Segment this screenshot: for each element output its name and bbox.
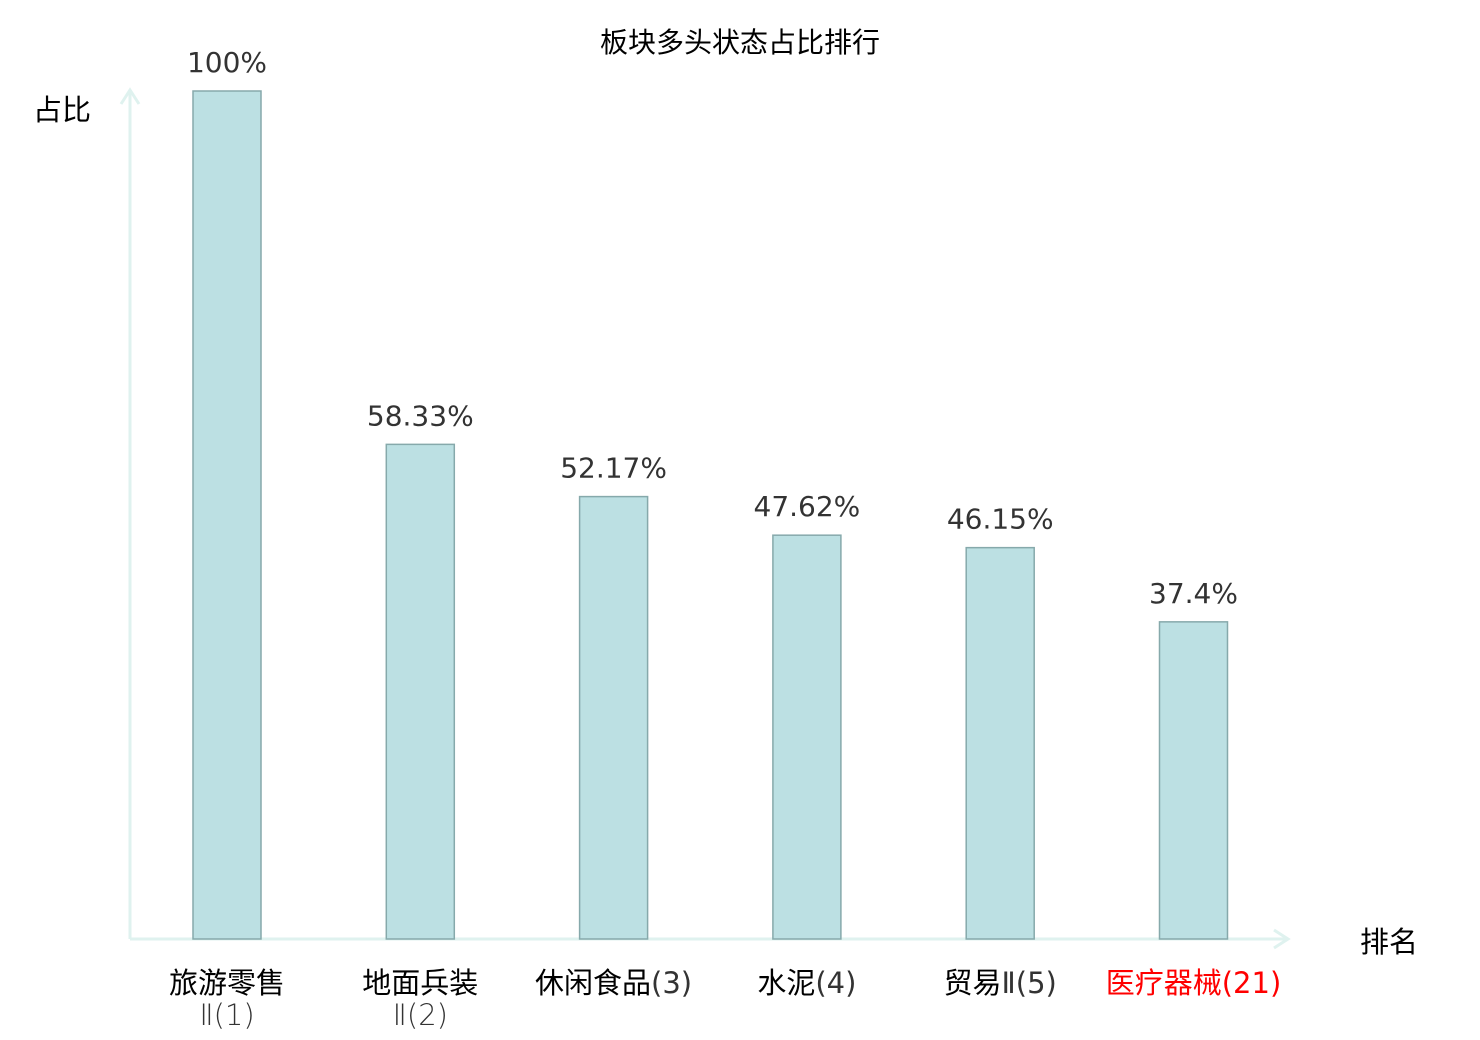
chart-title: 板块多头状态占比排行 <box>600 26 880 59</box>
bar <box>965 546 1035 940</box>
bar <box>385 443 456 940</box>
category-name: 贸易 <box>944 966 1002 1000</box>
category-name: 水泥 <box>757 966 815 1000</box>
data-label: 37.4% <box>1149 577 1238 610</box>
data-label: 47.62% <box>754 490 861 523</box>
data-label: 58.33% <box>367 399 474 432</box>
bar <box>192 90 262 940</box>
category-rank: (3) <box>651 966 692 1000</box>
category-label: 水泥(4) <box>757 966 856 1000</box>
category-rank: Ⅱ(2) <box>393 998 448 1032</box>
category-name: 医疗器械 <box>1106 966 1222 1000</box>
data-label: 100% <box>187 46 267 79</box>
x-axis-arrow-icon <box>1273 928 1291 950</box>
category-label: 休闲食品(3) <box>535 966 692 1000</box>
y-axis-label: 占比 <box>33 93 91 127</box>
category-label: 医疗器械(21) <box>1106 966 1282 1000</box>
category-rank: Ⅱ(5) <box>1002 966 1057 1000</box>
category-name: 休闲食品 <box>535 966 651 1000</box>
category-rank: Ⅱ(1) <box>199 998 254 1032</box>
category-rank: (4) <box>815 966 856 1000</box>
bar <box>772 534 842 940</box>
bar <box>578 495 649 940</box>
x-axis-label: 排名 <box>1360 925 1418 959</box>
category-label: 旅游零售 <box>169 966 285 1000</box>
data-label: 52.17% <box>560 452 667 485</box>
bar <box>1158 621 1229 940</box>
category-rank: (21) <box>1222 966 1282 1000</box>
category-label: 地面兵装 <box>362 966 478 1000</box>
y-axis-arrow-icon <box>119 87 141 105</box>
data-label: 46.15% <box>947 503 1054 536</box>
category-label: 贸易Ⅱ(5) <box>944 966 1057 1000</box>
